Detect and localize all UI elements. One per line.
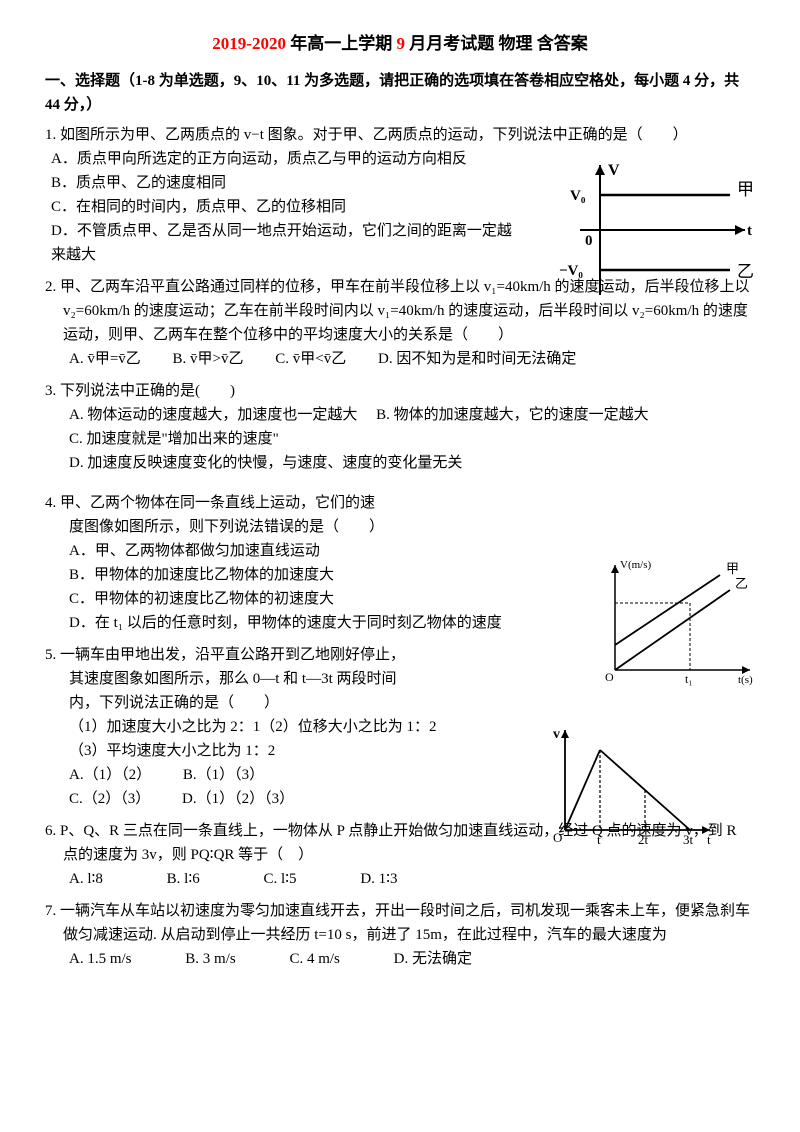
q6-option-a: A. l∶8	[69, 867, 103, 891]
fig1-t-label: t	[747, 223, 752, 239]
q1-option-a: A．质点甲向所选定的正方向运动，质点乙与甲的运动方向相反	[45, 147, 515, 171]
q6-option-c: C. l∶5	[263, 867, 296, 891]
q2-option-a: A. v̄甲=v̄乙	[69, 347, 141, 371]
q3-option-d: D. 加速度反映速度变化的快慢，与速度、速度的变化量无关	[45, 451, 755, 475]
q7-stem: 7. 一辆汽车从车站以初速度为零匀加速直线开去，开出一段时间之后，司机发现一乘客…	[63, 899, 755, 947]
q3-stem: 3. 下列说法中正确的是( )	[45, 379, 755, 403]
fig1-zero-label: 0	[585, 233, 593, 249]
q5-option-a: A.（1）（2）	[69, 763, 151, 787]
q4-option-b: B．甲物体的加速度比乙物体的加速度大	[45, 563, 555, 587]
q3-option-a: A. 物体运动的速度越大，加速度也一定越大	[69, 407, 357, 423]
q2-stem: 2. 甲、乙两车沿平直公路通过同样的位移，甲车在前半段位移上以 v₁=40km/…	[63, 275, 755, 347]
question-2: 2. 甲、乙两车沿平直公路通过同样的位移，甲车在前半段位移上以 v₁=40km/…	[45, 275, 755, 371]
q5-option-d: D.（1）（2）（3）	[182, 787, 294, 811]
q1-stem: 1. 如图所示为甲、乙两质点的 v−t 图象。对于甲、乙两质点的运动，下列说法中…	[45, 123, 755, 147]
question-7: 7. 一辆汽车从车站以初速度为零匀加速直线开去，开出一段时间之后，司机发现一乘客…	[45, 899, 755, 971]
q6-option-b: B. l∶6	[167, 867, 200, 891]
q5-part-1-2: （1）加速度大小之比为 2：1（2）位移大小之比为 1：2	[45, 715, 555, 739]
q1-option-d: D．不管质点甲、乙是否从同一地点开始运动，它们之间的距离一定越来越大	[45, 219, 515, 267]
q4-stem-2: 度图像如图所示，则下列说法错误的是（ ）	[45, 515, 555, 539]
q2-option-d: D. 因不知为是和时间无法确定	[378, 347, 576, 371]
question-6: 6. P、Q、R 三点在同一条直线上，一物体从 P 点静止开始做匀加速直线运动，…	[45, 819, 755, 891]
q4-option-a: A．甲、乙两物体都做匀加速直线运动	[45, 539, 555, 563]
q2-option-b: B. v̄甲>v̄乙	[173, 347, 244, 371]
q6-stem: 6. P、Q、R 三点在同一条直线上，一物体从 P 点静止开始做匀加速直线运动，…	[63, 819, 755, 867]
fig3-v-label: v	[553, 727, 560, 742]
fig2-yi-label: 乙	[735, 576, 748, 591]
q4-stem-1: 4. 甲、乙两个物体在同一条直线上运动，它们的速	[45, 491, 555, 515]
q7-option-a: A. 1.5 m/s	[69, 947, 132, 971]
question-3: 3. 下列说法中正确的是( ) A. 物体运动的速度越大，加速度也一定越大 B.…	[45, 379, 755, 475]
q5-option-b: B.（1）（3）	[183, 763, 264, 787]
section-1-heading: 一、选择题（1-8 为单选题，9、10、11 为多选题，请把正确的选项填在答卷相…	[45, 69, 755, 117]
fig1-v-label: V	[608, 162, 620, 179]
q7-option-b: B. 3 m/s	[185, 947, 235, 971]
q5-stem-1: 5. 一辆车由甲地出发，沿平直公路开到乙地刚好停止，	[45, 643, 555, 667]
q4-option-c: C．甲物体的初速度比乙物体的初速度大	[45, 587, 555, 611]
q7-option-d: D. 无法确定	[394, 947, 472, 971]
fig1-jia-label: 甲	[737, 180, 754, 199]
page-title: 2019-2020 年高一上学期 9 月月考试题 物理 含答案	[45, 30, 755, 57]
q5-stem-2: 其速度图象如图所示，那么 0—t 和 t—3t 两段时间	[45, 667, 555, 691]
fig2-v-label: V(m/s)	[620, 559, 652, 571]
title-red-2: 9	[396, 34, 405, 53]
q2-option-c: C. v̄甲<v̄乙	[275, 347, 346, 371]
title-black-1: 年高一上学期	[286, 34, 397, 53]
q6-option-d: D. 1∶3	[360, 867, 397, 891]
q3-option-c: C. 加速度就是"增加出来的速度"	[45, 427, 755, 451]
fig1-v0-label: V₀	[570, 188, 586, 204]
title-red-1: 2019-2020	[212, 34, 286, 53]
q5-option-c: C.（2）（3）	[69, 787, 150, 811]
q3-option-b: B. 物体的加速度越大，它的速度一定越大	[376, 407, 649, 423]
title-black-2: 月月考试题 物理 含答案	[405, 34, 588, 53]
q5-stem-3: 内，下列说法正确的是（ ）	[45, 691, 555, 715]
q7-option-c: C. 4 m/s	[289, 947, 339, 971]
fig2-jia-label: 甲	[726, 561, 739, 576]
